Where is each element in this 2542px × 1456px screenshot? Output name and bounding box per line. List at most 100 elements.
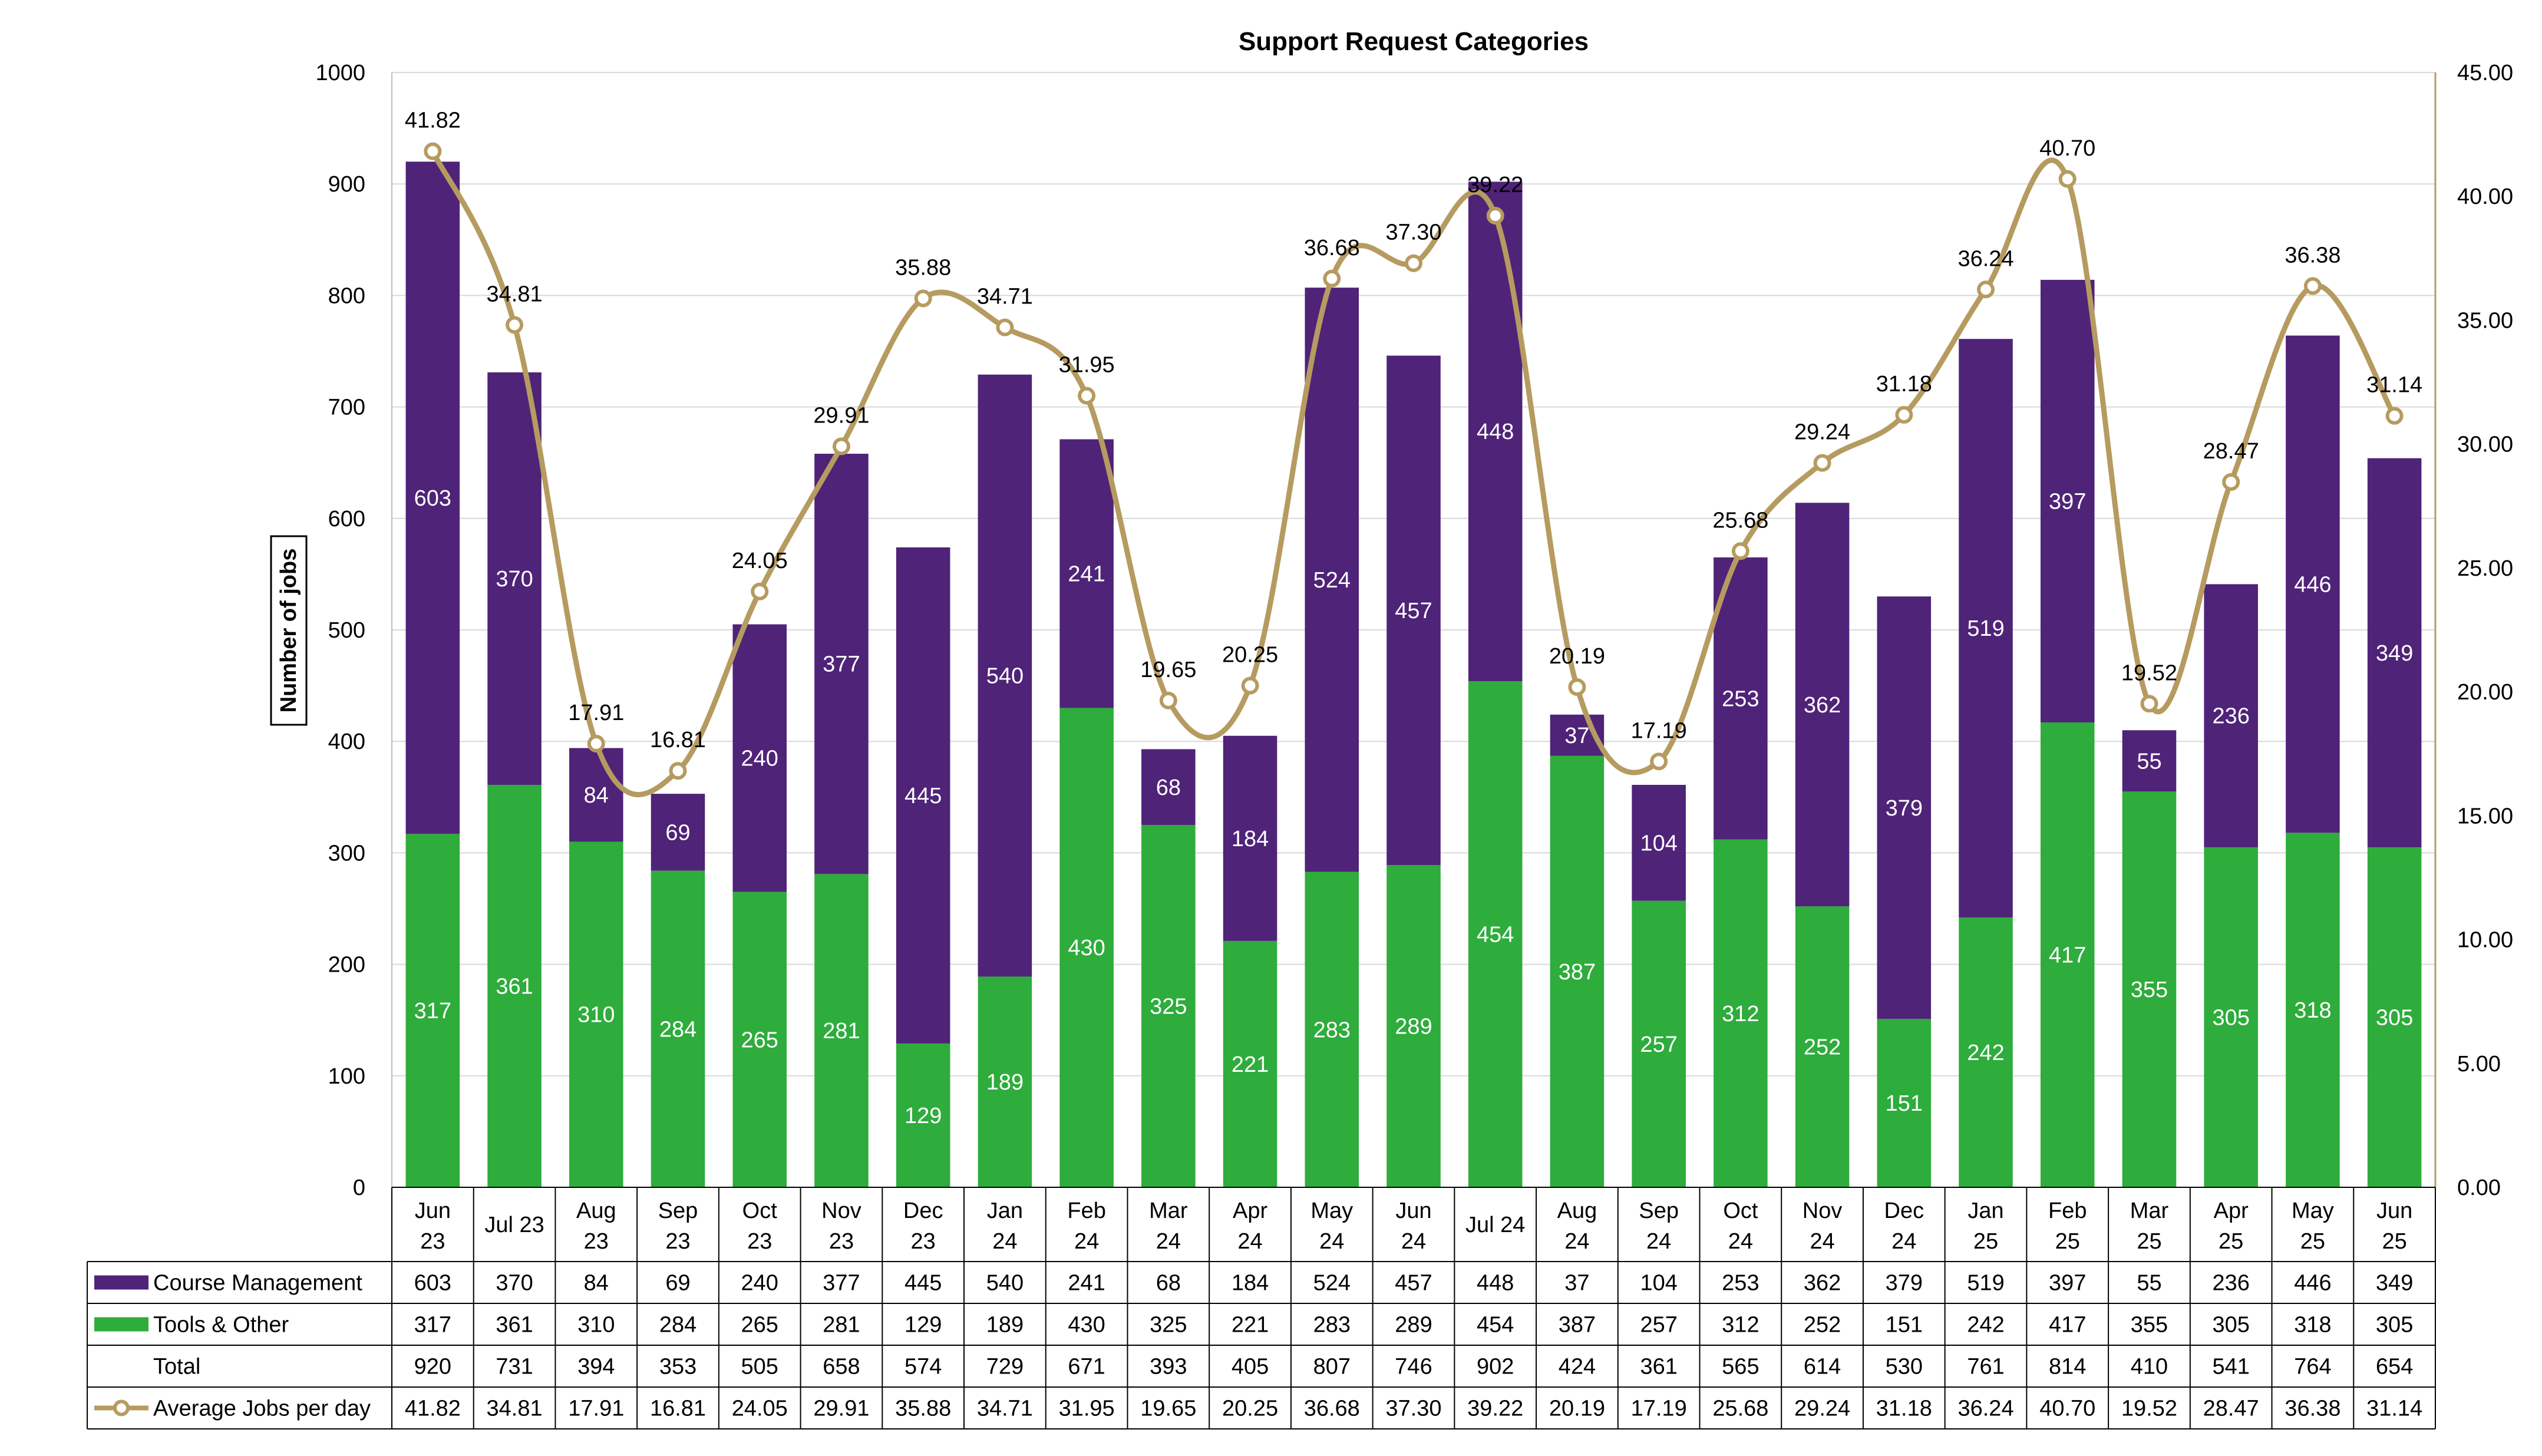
table-cell: 19.52 bbox=[2121, 1396, 2177, 1421]
category-label: May bbox=[1310, 1199, 1353, 1223]
bar-label-course-management: 448 bbox=[1477, 420, 1514, 444]
y-tick-label: 900 bbox=[328, 172, 365, 197]
bar-course-management bbox=[1141, 749, 1196, 826]
y-tick-label: 600 bbox=[328, 507, 365, 531]
average-point bbox=[1323, 269, 1341, 288]
y-tick-label: 500 bbox=[328, 618, 365, 643]
table-cell: 242 bbox=[1967, 1313, 2004, 1338]
table-cell: 445 bbox=[904, 1271, 942, 1296]
table-cell: 29.24 bbox=[1794, 1396, 1850, 1421]
bar-tools-other bbox=[1223, 940, 1277, 1187]
table-cell: 614 bbox=[1804, 1355, 1841, 1379]
bar-label-course-management: 84 bbox=[584, 783, 609, 808]
category-label: 24 bbox=[1891, 1229, 1916, 1254]
bar-label-tools-other: 151 bbox=[1886, 1091, 1923, 1116]
bar-course-management bbox=[2122, 730, 2177, 792]
average-point-label: 19.52 bbox=[2121, 661, 2177, 685]
table-cell: 241 bbox=[1068, 1271, 1105, 1296]
bar-label-course-management: 253 bbox=[1722, 686, 1759, 711]
table-cell: 920 bbox=[414, 1355, 451, 1379]
average-point-label: 28.47 bbox=[2203, 439, 2259, 464]
bar-label-course-management: 55 bbox=[2137, 749, 2161, 774]
table-row-label: Tools & Other bbox=[153, 1313, 289, 1338]
table-cell: 17.19 bbox=[1631, 1396, 1687, 1421]
average-point bbox=[1159, 691, 1177, 709]
average-point-label: 39.22 bbox=[1467, 173, 1523, 197]
bar-label-tools-other: 305 bbox=[2376, 1005, 2413, 1030]
table-cell: 353 bbox=[659, 1355, 696, 1379]
category-label: Dec bbox=[1884, 1199, 1924, 1223]
bar-course-management bbox=[651, 794, 705, 871]
bar-tools-other bbox=[1059, 708, 1114, 1187]
table-cell: 387 bbox=[1559, 1313, 1596, 1338]
table-cell: 281 bbox=[823, 1313, 860, 1338]
table-cell: 731 bbox=[496, 1355, 533, 1379]
average-point bbox=[2140, 695, 2158, 713]
table-cell: 430 bbox=[1068, 1313, 1105, 1338]
bars: 317 603 361 370 310 84 284 69 265 240 281 377 129 445… bbox=[405, 161, 2422, 1187]
bar-label-tools-other: 318 bbox=[2294, 998, 2331, 1023]
bar-label-tools-other: 289 bbox=[1395, 1015, 1432, 1039]
table-cell: 221 bbox=[1232, 1313, 1269, 1338]
table-cell: 370 bbox=[496, 1271, 533, 1296]
average-point bbox=[424, 142, 442, 160]
category-label: Oct bbox=[742, 1199, 778, 1223]
bar-course-management bbox=[487, 372, 542, 785]
table-cell: 69 bbox=[665, 1271, 690, 1296]
y2-tick-label: 45.00 bbox=[2457, 61, 2513, 85]
average-point bbox=[996, 318, 1014, 336]
average-point bbox=[832, 437, 850, 455]
category-label: Apr bbox=[1233, 1199, 1267, 1223]
table-cell: 764 bbox=[2294, 1355, 2331, 1379]
bar-label-course-management: 445 bbox=[904, 784, 942, 808]
table-cell: 410 bbox=[2131, 1355, 2168, 1379]
y-tick-label: 200 bbox=[328, 953, 365, 978]
table-cell: 151 bbox=[1886, 1313, 1923, 1338]
table-cell: 17.91 bbox=[568, 1396, 624, 1421]
table-row-label: Average Jobs per day bbox=[153, 1396, 371, 1421]
bar-tools-other bbox=[1386, 865, 1441, 1187]
table-cell: 603 bbox=[414, 1271, 451, 1296]
bar-label-tools-other: 361 bbox=[496, 974, 533, 999]
category-label: 23 bbox=[665, 1229, 690, 1254]
table-cell: 355 bbox=[2131, 1313, 2168, 1338]
category-label: Oct bbox=[1723, 1199, 1758, 1223]
bar-label-tools-other: 242 bbox=[1967, 1041, 2004, 1065]
bar-label-tools-other: 284 bbox=[659, 1017, 696, 1042]
table-cell: 902 bbox=[1477, 1355, 1514, 1379]
category-label: May bbox=[2292, 1199, 2334, 1223]
bar-tools-other bbox=[1468, 681, 1523, 1187]
table-cell: 36.68 bbox=[1304, 1396, 1360, 1421]
table-cell: 37.30 bbox=[1385, 1396, 1441, 1421]
table-cell: 41.82 bbox=[405, 1396, 461, 1421]
average-point bbox=[1241, 676, 1259, 695]
category-label: Aug bbox=[576, 1199, 616, 1223]
table-cell: 394 bbox=[577, 1355, 615, 1379]
category-label: 24 bbox=[1810, 1229, 1834, 1254]
average-point bbox=[914, 289, 932, 308]
average-point bbox=[587, 734, 605, 752]
category-label: Sep bbox=[1639, 1199, 1679, 1223]
category-label: 25 bbox=[2382, 1229, 2406, 1254]
table-cell: 377 bbox=[823, 1271, 860, 1296]
table-cell: 361 bbox=[1640, 1355, 1677, 1379]
average-point bbox=[1977, 280, 1995, 299]
table-cell: 34.81 bbox=[487, 1396, 543, 1421]
category-label: 24 bbox=[992, 1229, 1017, 1254]
table-cell: 16.81 bbox=[650, 1396, 706, 1421]
table-cell: 317 bbox=[414, 1313, 451, 1338]
bar-label-tools-other: 257 bbox=[1640, 1032, 1677, 1057]
bar-course-management bbox=[1632, 784, 1686, 901]
y2-tick-label: 10.00 bbox=[2457, 928, 2513, 953]
table-cell: 519 bbox=[1967, 1271, 2004, 1296]
bar-label-course-management: 37 bbox=[1564, 724, 1589, 748]
bar-label-course-management: 457 bbox=[1395, 599, 1432, 623]
category-label: Jul 24 bbox=[1465, 1213, 1525, 1237]
category-label: 24 bbox=[1074, 1229, 1099, 1254]
table-cell: 37 bbox=[1564, 1271, 1589, 1296]
table-row-label: Course Management bbox=[153, 1271, 362, 1296]
bar-label-tools-other: 283 bbox=[1313, 1018, 1351, 1042]
bar-label-tools-other: 454 bbox=[1477, 923, 1514, 947]
category-label: 24 bbox=[1237, 1229, 1262, 1254]
